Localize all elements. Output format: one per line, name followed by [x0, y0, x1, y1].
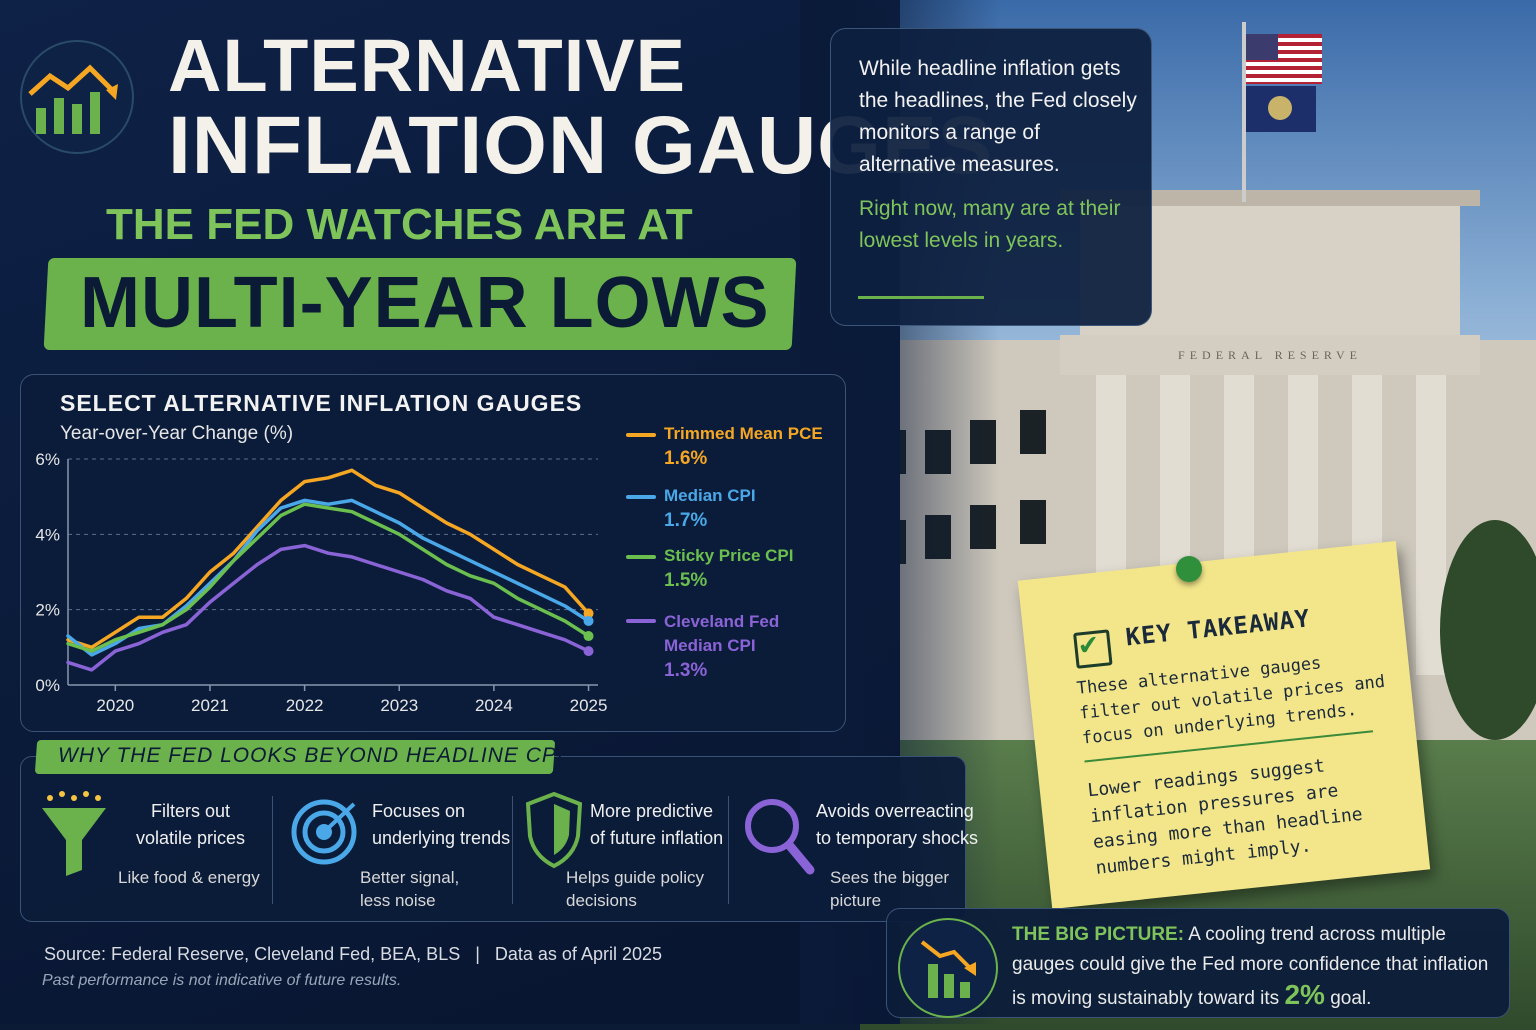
why-panel [20, 756, 966, 922]
inflation-goal: 2% [1284, 979, 1325, 1010]
takeaway-paragraph: Lower readings suggest inflation pressur… [1086, 755, 1364, 879]
feature-title: Avoids overreacting to temporary shocks [816, 801, 979, 848]
feature-title: Filters out volatile prices [136, 801, 246, 848]
subtitle-line2: MULTI-YEAR LOWS [80, 263, 770, 343]
y-tick-label: 6% [35, 450, 60, 469]
feature-subtext: Helps guide policy decisions [566, 868, 704, 910]
trend-down-bars-icon [898, 918, 998, 1018]
subtitle-line1: THE FED WATCHES ARE AT [106, 200, 693, 249]
chart-subtitle: Year-over-Year Change (%) [60, 423, 294, 444]
series-line [66, 502, 591, 653]
target-icon [291, 799, 357, 865]
building-window [1020, 410, 1046, 454]
feature-title: More predictive of future inflation [590, 801, 724, 848]
building-cornice [1060, 190, 1480, 206]
callout-underline [858, 296, 984, 299]
x-tick-label: 2020 [96, 696, 134, 715]
x-tick-label: 2023 [380, 696, 418, 715]
legend-value: 1.6% [664, 448, 708, 469]
feature-subtext: Like food & energy [118, 868, 260, 887]
series-line [66, 468, 591, 650]
feature-title: Focuses on underlying trends [372, 801, 511, 848]
why-heading: WHY THE FED LOOKS BEYOND HEADLINE CPI [58, 744, 564, 767]
tree [1440, 520, 1536, 740]
takeaway-title: KEY TAKEAWAY [1124, 604, 1312, 652]
y-tick-label: 0% [35, 676, 60, 695]
legend-value: 1.3% [664, 660, 708, 681]
key-takeaway-content: ✔ KEY TAKEAWAY These alternative gauges … [1037, 563, 1406, 897]
big-picture-suffix: goal. [1330, 988, 1372, 1009]
chart-title: SELECT ALTERNATIVE INFLATION GAUGES [60, 390, 583, 416]
source-note: Source: Federal Reserve, Cleveland Fed, … [44, 944, 662, 964]
series-end-point [583, 608, 594, 619]
legend-label: Sticky Price CPI [664, 546, 794, 565]
chart-trend-down-icon [20, 40, 134, 154]
legend-label: Median CPI [664, 486, 756, 505]
us-flag-icon [1246, 34, 1322, 84]
page-title-line1: ALTERNATIVE [168, 24, 687, 107]
intro-callout: While headline inflation gets the headli… [830, 28, 1152, 326]
feature-subtext: Better signal, less noise [360, 868, 460, 910]
legend-value: 1.5% [664, 570, 708, 591]
x-tick-label: 2022 [286, 696, 324, 715]
y-tick-label: 2% [35, 601, 60, 620]
series-end-point [583, 646, 594, 657]
big-picture-body: A cooling trend across multiple gauges c… [1012, 924, 1489, 1009]
series-line [66, 543, 591, 672]
big-picture-text: THE BIG PICTURE: A cooling trend across … [1012, 920, 1502, 1014]
big-picture-label: THE BIG PICTURE: [1012, 924, 1185, 945]
legend-swatch [626, 433, 656, 437]
fed-flag-icon [1246, 86, 1316, 132]
y-tick-label: 4% [35, 525, 60, 544]
pushpin-icon [1176, 556, 1202, 582]
shield-icon [525, 791, 583, 869]
legend-swatch [626, 495, 656, 499]
checkbox-icon: ✔ [1073, 626, 1113, 669]
legend-value: 1.7% [664, 510, 708, 531]
x-tick-label: 2025 [570, 696, 608, 715]
series-end-point [583, 615, 594, 626]
disclaimer: Past performance is not indicative of fu… [42, 972, 402, 989]
takeaway-paragraph: These alternative gauges filter out vola… [1075, 653, 1386, 749]
divider [512, 796, 513, 904]
x-tick-label: 2024 [475, 696, 513, 715]
building-window [1020, 500, 1046, 544]
legend-label: Cleveland Fed Median CPI [664, 612, 780, 655]
x-tick-label: 2021 [191, 696, 229, 715]
divider [272, 796, 273, 904]
building-frieze: FEDERAL RESERVE [1060, 335, 1480, 375]
callout-paragraph: While headline inflation gets the headli… [859, 57, 1137, 176]
funnel-icon [42, 791, 106, 876]
legend-swatch [626, 555, 656, 559]
callout-highlight: Right now, many are at their lowest leve… [859, 197, 1121, 252]
legend-label: Trimmed Mean PCE [664, 424, 823, 443]
legend-swatch [626, 619, 656, 623]
line-chart: 0% 2% 4% 6% 2020 2021 2022 2023 2024 2025 [35, 450, 608, 715]
flagpole [1242, 22, 1246, 202]
divider [728, 796, 729, 904]
feature-subtext: Sees the bigger picture [830, 868, 950, 910]
magnifier-icon [745, 799, 815, 875]
series-end-point [583, 631, 594, 642]
chart-panel [20, 374, 846, 732]
